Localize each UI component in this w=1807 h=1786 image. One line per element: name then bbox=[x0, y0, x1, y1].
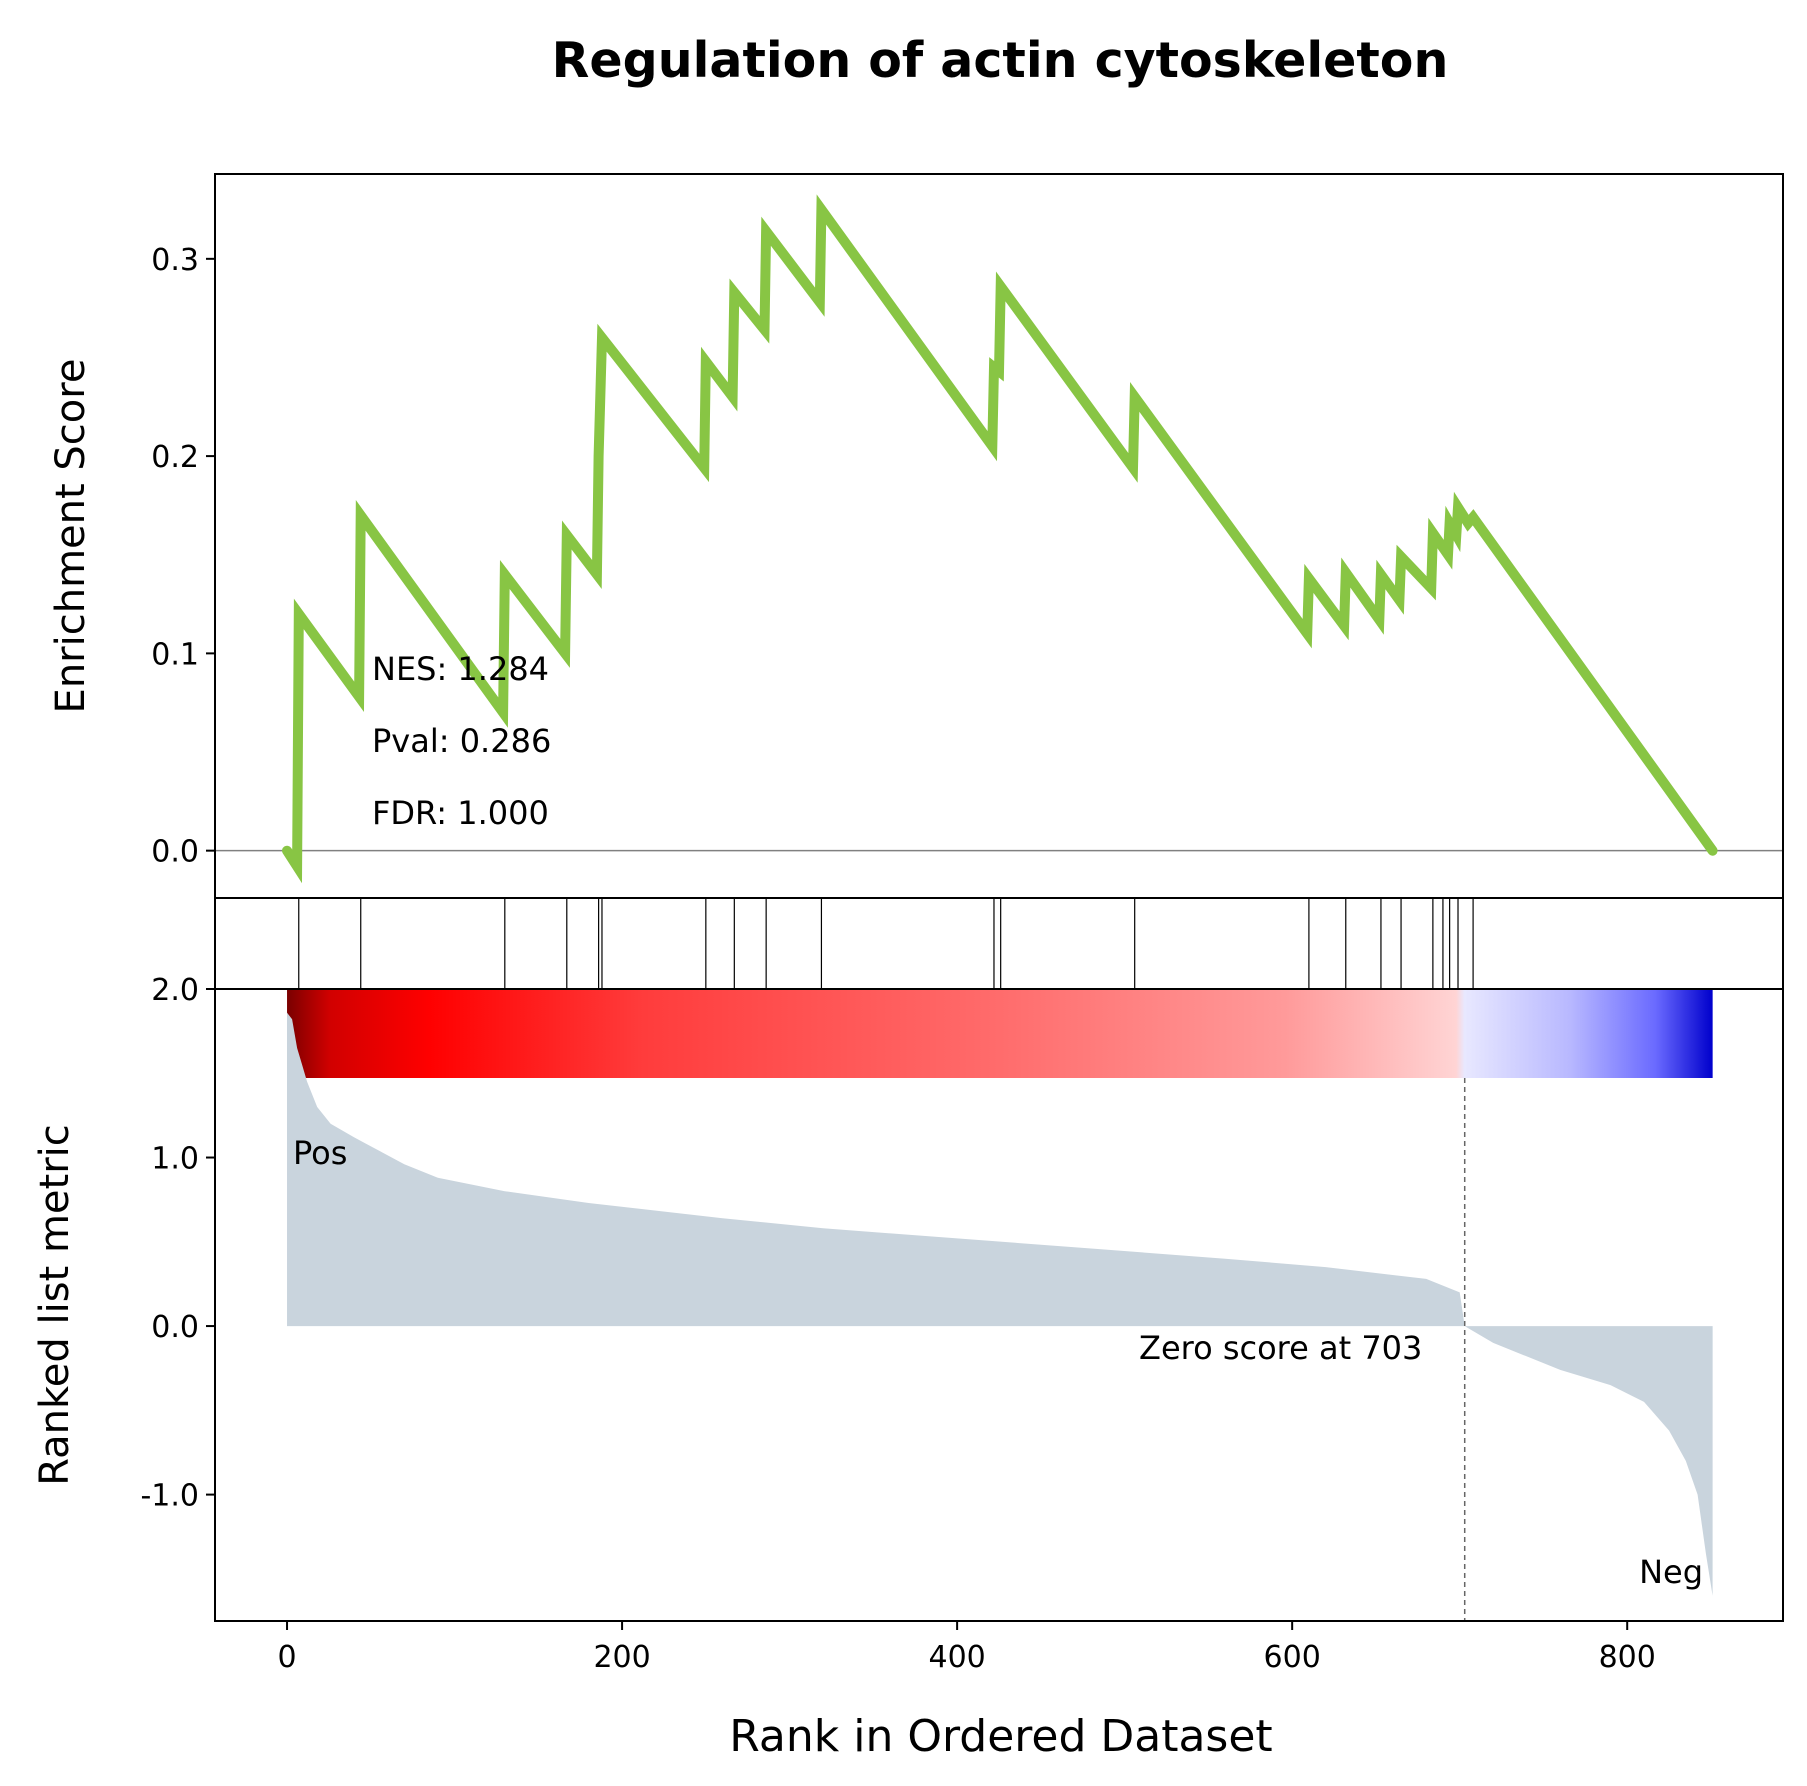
x-tick-label: 0 bbox=[277, 1640, 296, 1675]
metric-y-tick-label: -1.0 bbox=[140, 1479, 199, 1514]
hits-panel-frame bbox=[214, 897, 1784, 990]
x-tick-label: 800 bbox=[1599, 1640, 1656, 1675]
chart-title: Regulation of actin cytoskeleton bbox=[552, 32, 1449, 89]
es-y-ticks: 0.0 0.1 0.2 0.3 bbox=[151, 243, 215, 870]
ranked-metric-area bbox=[287, 1012, 1713, 1596]
zero-score-label: Zero score at 703 bbox=[1139, 1329, 1422, 1367]
metric-y-tick-label: 2.0 bbox=[151, 973, 199, 1008]
hits-panel bbox=[214, 897, 1784, 990]
metric-y-tick-label: 0.0 bbox=[151, 1310, 199, 1345]
es-stat-2: FDR: 1.000 bbox=[372, 794, 549, 832]
metric-y-tick-label: 1.0 bbox=[151, 1142, 199, 1177]
rank-color-bar bbox=[287, 990, 1713, 1078]
es-y-axis-label: Enrichment Score bbox=[48, 359, 94, 714]
es-y-tick-label: 0.1 bbox=[151, 637, 199, 672]
es-y-tick-label: 0.0 bbox=[151, 835, 199, 870]
x-tick-label: 400 bbox=[928, 1640, 985, 1675]
es-stats: NES: 1.284 Pval: 0.286 FDR: 1.000 bbox=[372, 650, 551, 832]
x-axis-ticks: 0 200 400 600 800 bbox=[277, 1621, 1656, 1675]
es-stat-0: NES: 1.284 bbox=[372, 650, 549, 688]
es-line bbox=[282, 194, 1718, 884]
x-tick-label: 600 bbox=[1264, 1640, 1321, 1675]
es-stat-1: Pval: 0.286 bbox=[372, 722, 551, 760]
neg-label: Neg bbox=[1639, 1553, 1703, 1591]
x-tick-label: 200 bbox=[593, 1640, 650, 1675]
metric-y-ticks: -1.0 0.0 1.0 2.0 bbox=[140, 973, 215, 1514]
es-y-tick-label: 0.2 bbox=[151, 440, 199, 475]
metric-panel: Zero score at 703 Pos Neg -1.00.01.02.0 … bbox=[32, 973, 1784, 1622]
metric-y-axis-label: Ranked list metric bbox=[32, 1124, 78, 1486]
gene-hit-marks bbox=[298, 898, 1474, 989]
pos-label: Pos bbox=[293, 1134, 347, 1172]
es-y-tick-label: 0.3 bbox=[151, 243, 199, 278]
metric-panel-frame bbox=[214, 988, 1784, 1622]
x-axis-label: Rank in Ordered Dataset bbox=[729, 1711, 1272, 1762]
